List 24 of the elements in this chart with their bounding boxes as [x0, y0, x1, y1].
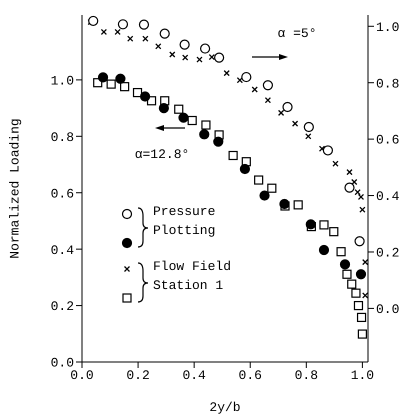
x-tick-label: 0.8: [294, 368, 318, 384]
x-tick-label: 0.6: [238, 368, 262, 384]
legend-label: Pressure Plotting: [153, 204, 216, 238]
y-tick-label: 0.0: [50, 356, 74, 371]
y2-tick-label: 0.6: [376, 132, 400, 148]
x-tick-label: 0.0: [70, 368, 94, 384]
legend-label: Flow Field Station 1: [153, 259, 232, 293]
y-tick-label: 0.4: [50, 242, 74, 258]
x-tick-label: 0.2: [126, 368, 150, 384]
y2-tick-label: 0.4: [376, 189, 400, 204]
y-axis-title: Normalized Loading: [8, 118, 23, 259]
x-axis-title: 2y/b: [209, 400, 241, 415]
y2-tick-label: 0.8: [376, 76, 400, 92]
annotation: α=12.8°: [134, 147, 190, 162]
y-tick-label: 0.8: [50, 130, 74, 145]
y2-tick-label: 1.0: [376, 20, 400, 35]
y2-tick-label: 0.2: [376, 246, 400, 261]
y-tick-label: 1.0: [50, 74, 74, 88]
x-tick-label: 0.4: [182, 368, 206, 384]
x-tick-label: 1.0: [350, 368, 374, 384]
y-tick-label: 0.6: [50, 186, 74, 202]
y-tick-label: 0.2: [50, 299, 74, 314]
y2-tick-label: 0.0: [376, 302, 400, 318]
annotation: α =5°: [277, 26, 317, 41]
